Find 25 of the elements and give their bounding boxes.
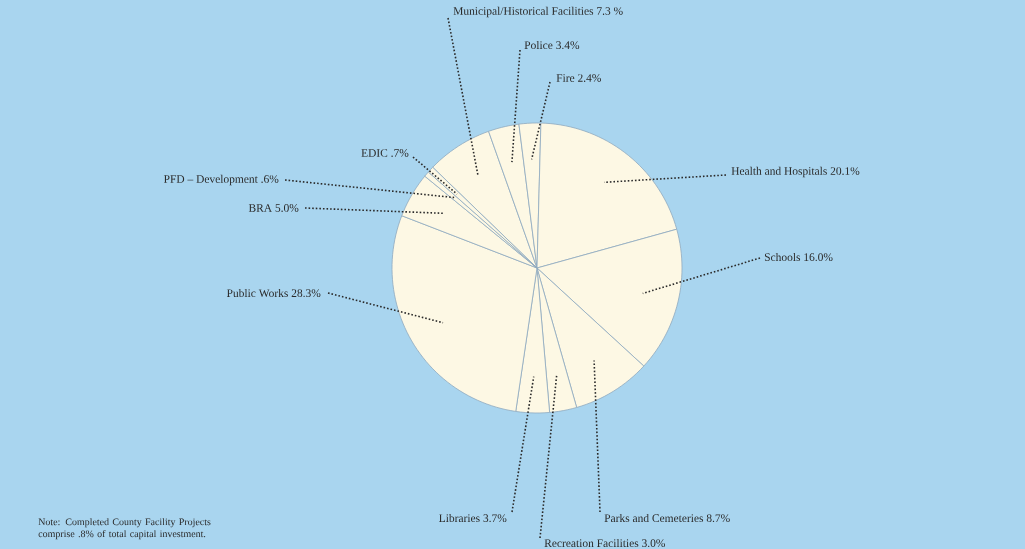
text: Note: Completed County Facility Projects comprise .8% of total capital investment. (38, 518, 211, 540)
slice-label: Public Works (226, 288, 288, 298)
data-label: 2.4% (578, 74, 601, 82)
data-label: .6% (261, 175, 279, 183)
data-label: 16.0% (804, 253, 833, 262)
data-label: .7% (391, 149, 409, 157)
data-label: 3.7% (483, 514, 507, 523)
data-label: 7.3 % (597, 7, 623, 15)
data-label: 5.0% (275, 204, 299, 212)
slice-label: Libraries (439, 513, 480, 522)
slice-label: Fire (556, 74, 575, 82)
data-label: 28.3% (291, 289, 321, 298)
slice-label: Parks and Cemeteries (604, 513, 704, 522)
data-label: 3.0% (642, 539, 666, 548)
slice-label: Municipal/Historical Facilities (453, 6, 594, 18)
slice-label: EDIC (361, 149, 388, 157)
slice-label: Health and Hospitals (731, 166, 827, 178)
slice-label: BRA (248, 204, 272, 212)
slice-label: PFD – Development (163, 174, 258, 186)
data-label: 8.7% (706, 514, 730, 523)
slice-label: Recreation Facilities (544, 538, 639, 547)
slice-label: Schools (764, 252, 801, 261)
slice-label: Police (524, 40, 553, 49)
data-label: 3.4% (556, 41, 580, 50)
data-label: 20.1% (830, 167, 860, 175)
